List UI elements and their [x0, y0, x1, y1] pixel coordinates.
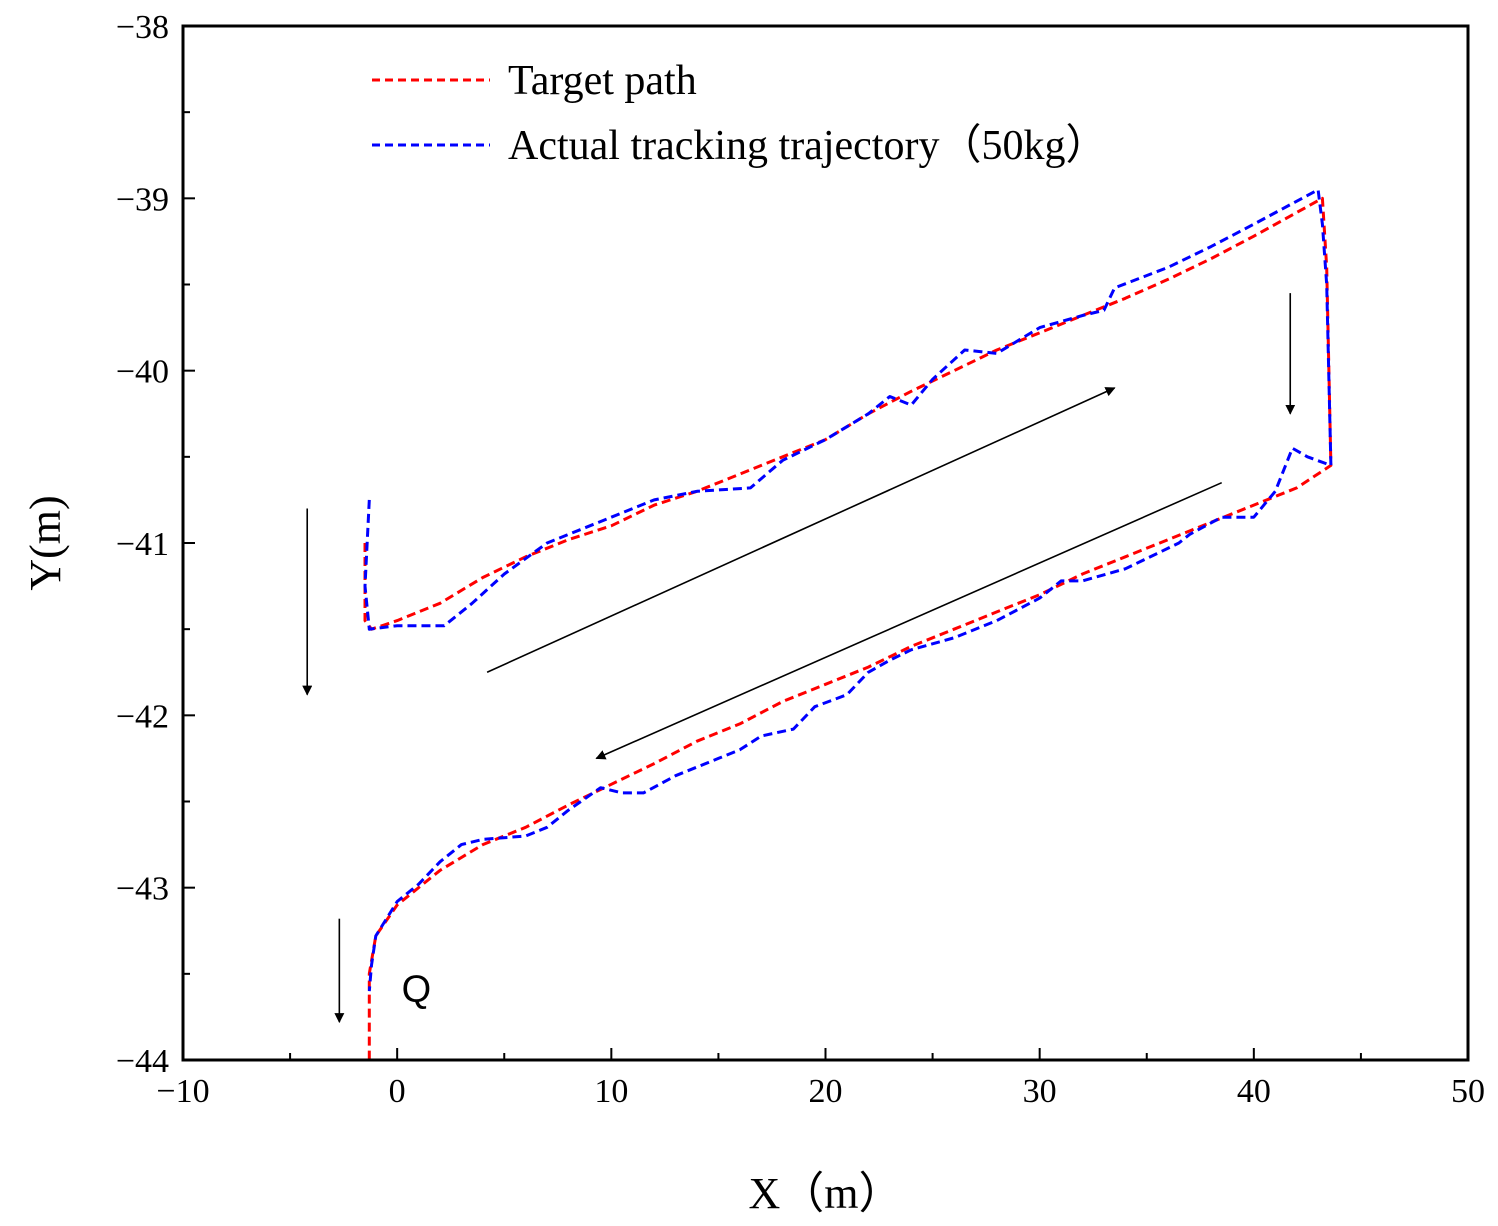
series-target-path [363, 196, 1333, 1060]
arrow-diagonal-up-icon [486, 387, 1116, 673]
series-group [363, 188, 1333, 1060]
start-point-label: Q [402, 969, 432, 1011]
y-tick-label: −42 [116, 698, 169, 735]
x-tick-label: 10 [594, 1073, 628, 1110]
arrow-diagonal-down-icon [595, 481, 1223, 760]
legend-label-target-path: Target path [508, 58, 697, 104]
series-actual-trajectory [363, 188, 1333, 992]
plot-frame [181, 24, 1470, 1062]
x-tick-label: −10 [156, 1073, 209, 1110]
legend-label-actual-trajectory: Actual tracking trajectory（50kg） [508, 123, 1107, 169]
legend: Target path Actual tracking trajectory（5… [372, 58, 1107, 169]
x-tick-label: 20 [809, 1073, 843, 1110]
y-tick-label: −39 [116, 181, 169, 218]
x-tick-label: 50 [1451, 1073, 1485, 1110]
y-tick-label: −40 [116, 354, 169, 391]
y-tick-label: −44 [116, 1043, 169, 1080]
annotations-group: Q [302, 293, 1296, 1024]
x-axis-title: X（m） [749, 1169, 903, 1218]
ticks-group: −10 0 10 20 30 40 50 −38 −39 −40 −41 −42 −43 −44 [116, 9, 1485, 1110]
y-tick-label: −41 [116, 526, 169, 563]
y-tick-label: −43 [116, 871, 169, 908]
y-tick-label: −38 [116, 9, 169, 46]
x-tick-label: 0 [389, 1073, 406, 1110]
x-tick-label: 40 [1237, 1073, 1271, 1110]
y-axis-title: Y(m) [21, 495, 70, 590]
x-tick-label: 30 [1023, 1073, 1057, 1110]
